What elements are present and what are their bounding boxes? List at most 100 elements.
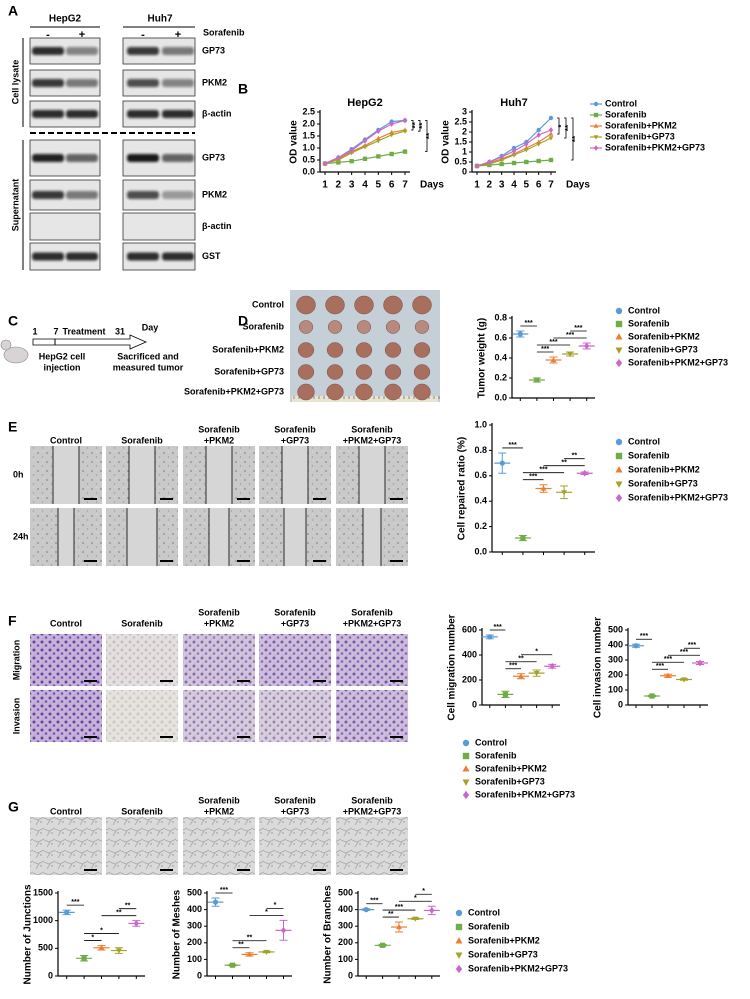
- scale-bar: [313, 869, 326, 871]
- scale-bar: [237, 736, 250, 738]
- legend-marker: [615, 481, 623, 488]
- y-tick-label: 1.5: [302, 130, 315, 140]
- legend-marker: [615, 307, 623, 315]
- significance-bracket: [557, 117, 560, 135]
- point: [536, 132, 541, 138]
- column-header: Sorafenib: [274, 424, 316, 434]
- blot-band: [162, 252, 194, 261]
- significance-label: *: [265, 909, 268, 916]
- y-tick-label: 300: [338, 921, 353, 931]
- y-tick-label: 100: [338, 954, 353, 964]
- point: [517, 331, 523, 337]
- y-axis-label: Number of Meshes: [172, 889, 183, 979]
- legend-marker: [462, 739, 470, 747]
- legend-marker: [455, 923, 463, 931]
- blot-band: [66, 252, 98, 261]
- point: [567, 351, 573, 358]
- x-tick-label: 1: [322, 180, 328, 191]
- y-tick-label: 0.0: [494, 392, 507, 402]
- wound-gap: [127, 508, 157, 566]
- scale-bar: [313, 736, 326, 738]
- significance-bracket: [564, 117, 567, 139]
- point: [533, 671, 540, 677]
- scale-bar: [313, 560, 326, 562]
- y-tick-label: 400: [338, 904, 353, 914]
- point: [548, 127, 554, 133]
- significance-label: ***: [680, 649, 688, 656]
- scale-bar: [84, 736, 97, 738]
- condition-label: -: [141, 29, 145, 41]
- point: [376, 128, 381, 135]
- significance-label: ***: [525, 320, 533, 327]
- y-tick-label: 500: [187, 887, 202, 897]
- legend-marker: [615, 438, 623, 446]
- row-label: Sorafenib: [242, 321, 284, 331]
- significance-label: ***: [494, 624, 502, 631]
- point: [474, 163, 480, 169]
- x-tick-label: 7: [402, 180, 408, 191]
- y-tick-label: 600: [462, 624, 477, 634]
- timeline-note: measured tumor: [113, 362, 184, 372]
- micrograph-cells: [30, 690, 102, 742]
- row-label: Sorafenib+GP73: [214, 366, 284, 376]
- tumor: [325, 295, 345, 315]
- panel-label: B: [238, 81, 248, 97]
- point: [389, 121, 394, 127]
- legend-label: Sorafenib+GP73: [475, 776, 545, 786]
- y-tick-label: 0.5: [302, 154, 315, 164]
- y-tick-label: 100: [608, 684, 623, 694]
- point: [649, 693, 655, 699]
- point: [548, 115, 554, 121]
- point: [520, 535, 526, 541]
- point: [81, 955, 87, 961]
- significance-label: ***: [220, 887, 228, 894]
- timeline-arrow: [32, 334, 147, 350]
- panel-label: E: [8, 419, 17, 435]
- micrograph: [259, 817, 331, 875]
- y-tick-label: 500: [338, 887, 353, 897]
- blot-band: [162, 47, 194, 55]
- cell-line-header: Huh7: [148, 14, 173, 25]
- point: [536, 142, 542, 147]
- y-tick-label: 500: [38, 943, 53, 953]
- row-label: Migration: [11, 640, 21, 681]
- timeline-note: Sacrificed and: [117, 351, 179, 361]
- legend-label: Sorafenib+PKM2+GP73: [628, 357, 728, 367]
- point: [375, 139, 381, 144]
- point: [98, 944, 105, 950]
- y-axis-label: OD value: [289, 120, 300, 164]
- point: [499, 460, 505, 466]
- tumor: [355, 342, 373, 358]
- y-tick-label: 2.0: [302, 118, 315, 128]
- legend-label: Sorafenib: [605, 109, 647, 119]
- column-header: +PKM2: [204, 618, 234, 628]
- tumor: [326, 364, 344, 380]
- y-tick-label: 500: [608, 624, 623, 634]
- point: [633, 643, 639, 649]
- significance-label: ***: [549, 339, 557, 346]
- legend-label: Control: [468, 907, 500, 917]
- y-tick-label: 400: [608, 639, 623, 649]
- significance-label: **: [572, 453, 578, 460]
- subplot-title: HepG2: [347, 97, 382, 109]
- y-tick-label: 0.2: [474, 521, 487, 531]
- legend-marker: [462, 765, 470, 772]
- significance-label: ***: [539, 467, 547, 474]
- y-tick-label: 300: [608, 654, 623, 664]
- blot-band: [127, 79, 159, 87]
- legend-marker: [462, 779, 470, 786]
- day-label: 1: [32, 326, 37, 336]
- legend-label: Sorafenib+GP73: [605, 131, 675, 141]
- column-header: Sorafenib: [121, 435, 163, 445]
- legend-label: Sorafenib+PKM2+GP73: [628, 492, 728, 502]
- blot-band: [32, 252, 64, 261]
- significance-label: **: [561, 460, 567, 467]
- timeline-note: HepG2 cell: [39, 351, 86, 361]
- legend-label: Control: [475, 737, 507, 747]
- legend-label: Sorafenib+GP73: [468, 949, 538, 959]
- micrograph: [336, 817, 408, 875]
- tumor: [412, 295, 432, 315]
- significance-label: *: [91, 934, 94, 941]
- y-tick-label: 1.5: [454, 136, 467, 146]
- column-header: Sorafenib: [198, 424, 240, 434]
